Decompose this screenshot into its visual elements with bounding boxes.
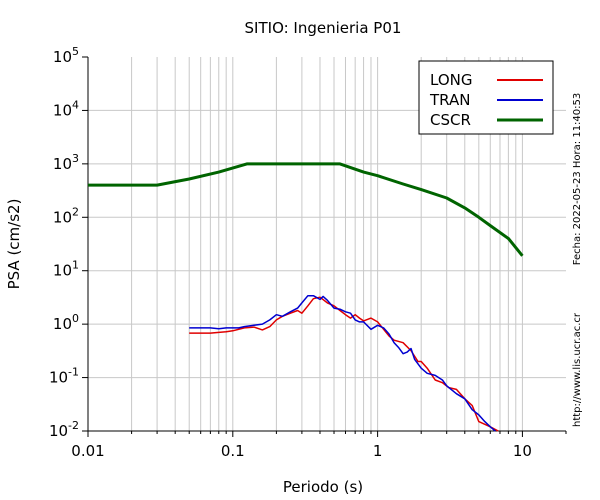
tick-labels: 0.01 0.1 1 10 10-2 10-1 100 101 102 103 104 105 (49, 45, 532, 460)
source-url-text: http://www.lis.ucr.ac.cr (572, 312, 583, 427)
y-tick-label: 105 (53, 45, 79, 66)
series-line-long (189, 296, 499, 432)
series-line-tran (189, 294, 496, 432)
chart-title: SITIO: Ingenieria P01 (245, 19, 402, 37)
y-axis-label: PSA (cm/s2) (5, 199, 23, 290)
x-tick-label: 0.01 (71, 442, 104, 460)
y-tick-label: 103 (53, 152, 79, 173)
x-tick-label: 0.1 (221, 442, 245, 460)
x-axis-label: Periodo (s) (283, 478, 363, 496)
legend: LONG TRAN CSCR (418, 60, 554, 135)
series-lines (88, 162, 524, 432)
y-tick-label: 100 (53, 312, 79, 333)
legend-box (418, 60, 554, 135)
y-tick-label: 104 (53, 98, 79, 119)
legend-label-tran: TRAN (429, 91, 470, 109)
legend-label-long: LONG (430, 71, 472, 89)
y-tick-label: 10-2 (49, 419, 79, 440)
x-tick-label: 1 (373, 442, 383, 460)
timestamp-text: Fecha: 2022-05-23 Hora: 11:40:53 (572, 93, 583, 266)
y-tick-label: 10-1 (49, 366, 79, 387)
series-line-cscr (88, 162, 524, 257)
y-tick-label: 102 (53, 205, 79, 226)
legend-label-cscr: CSCR (430, 111, 471, 129)
y-tick-label: 101 (53, 259, 79, 280)
axes (82, 56, 567, 437)
x-tick-label: 10 (513, 442, 532, 460)
grid-lines (88, 57, 566, 431)
